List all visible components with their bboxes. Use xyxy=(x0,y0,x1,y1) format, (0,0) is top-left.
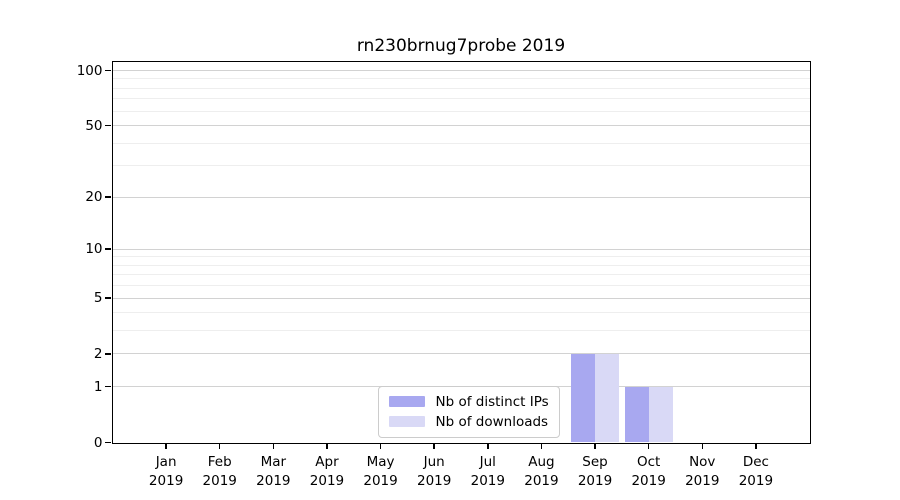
x-axis-tick-label: Dec 2019 xyxy=(738,453,774,489)
y-axis-tick xyxy=(104,297,111,299)
bar xyxy=(571,353,596,443)
x-axis-tick xyxy=(540,442,543,449)
x-axis-tick xyxy=(326,442,328,449)
gridline-minor xyxy=(112,110,810,112)
bar xyxy=(624,386,649,443)
x-axis-tick xyxy=(755,442,757,449)
y-axis-tick-label: 20 xyxy=(85,189,103,206)
gridline-minor xyxy=(112,285,810,287)
x-axis-tick-label: Jul 2019 xyxy=(470,453,505,489)
gridline-major xyxy=(112,125,810,127)
y-axis-tick xyxy=(104,353,111,355)
x-axis-tick xyxy=(165,442,167,449)
x-axis-tick-label: Jun 2019 xyxy=(417,453,452,489)
y-axis-tick xyxy=(104,385,111,388)
plot-area: Nb of distinct IPs Nb of downloads 0 1 2 5 10… xyxy=(77,60,811,489)
x-axis-tick xyxy=(218,442,221,449)
gridline-major xyxy=(112,297,810,299)
y-axis-tick-label: 1 xyxy=(93,378,103,395)
gridline-major xyxy=(112,248,810,250)
y-axis-tick xyxy=(104,248,111,250)
gridline-minor xyxy=(112,165,810,167)
bar xyxy=(648,386,673,443)
x-axis-tick xyxy=(647,442,650,449)
x-axis-tick-label: Mar 2019 xyxy=(256,453,291,489)
y-axis-tick-label: 50 xyxy=(85,117,103,134)
gridline-minor xyxy=(112,274,810,276)
y-axis-tick xyxy=(104,69,111,72)
x-axis-tick-label: May 2019 xyxy=(363,453,398,489)
gridline-minor xyxy=(112,142,810,144)
x-axis-tick xyxy=(272,442,275,449)
legend-label: Nb of downloads xyxy=(435,413,549,430)
y-axis-tick xyxy=(104,196,111,198)
y-axis-tick xyxy=(104,441,111,444)
x-axis-tick-label: Feb 2019 xyxy=(202,453,237,489)
x-axis-tick xyxy=(701,442,704,449)
x-axis-tick-label: Apr 2019 xyxy=(309,453,345,489)
y-axis-tick-label: 5 xyxy=(93,290,103,307)
gridline-major xyxy=(112,353,810,355)
x-axis-tick-label: Aug 2019 xyxy=(524,453,559,489)
gridline-minor xyxy=(112,87,810,89)
y-axis-tick-label: 2 xyxy=(93,345,103,362)
x-axis-tick xyxy=(487,442,489,449)
x-axis-tick-label: Nov 2019 xyxy=(685,453,720,489)
gridline-minor xyxy=(112,98,810,100)
legend-row: Nb of distinct IPs xyxy=(388,393,549,410)
chart-title: rn230brnug7probe 2019 xyxy=(356,36,566,56)
y-axis-tick-label: 100 xyxy=(76,62,103,79)
legend-swatch-icon xyxy=(388,416,425,427)
y-axis-tick xyxy=(104,124,111,127)
x-axis-tick xyxy=(379,442,382,449)
x-axis-tick-label: Sep 2019 xyxy=(577,453,613,489)
gridline-major xyxy=(112,196,810,198)
gridline-minor xyxy=(112,312,810,314)
gridline-minor xyxy=(112,256,810,258)
gridline-minor xyxy=(112,264,810,266)
x-axis-tick-label: Jan 2019 xyxy=(148,453,184,489)
bar xyxy=(595,353,620,443)
gridline-major xyxy=(112,70,810,72)
gridline-minor xyxy=(112,330,810,332)
legend-swatch-icon xyxy=(388,396,425,407)
y-axis-tick-label: 10 xyxy=(85,241,103,258)
x-axis-tick xyxy=(433,442,435,449)
legend-label: Nb of distinct IPs xyxy=(435,393,549,410)
x-axis-tick-label: Oct 2019 xyxy=(631,453,666,489)
y-axis-tick-label: 0 xyxy=(93,434,103,451)
legend-row: Nb of downloads xyxy=(388,413,549,430)
gridline-minor xyxy=(112,78,810,80)
legend: Nb of distinct IPs Nb of downloads xyxy=(377,385,560,438)
x-axis-tick xyxy=(594,442,596,449)
